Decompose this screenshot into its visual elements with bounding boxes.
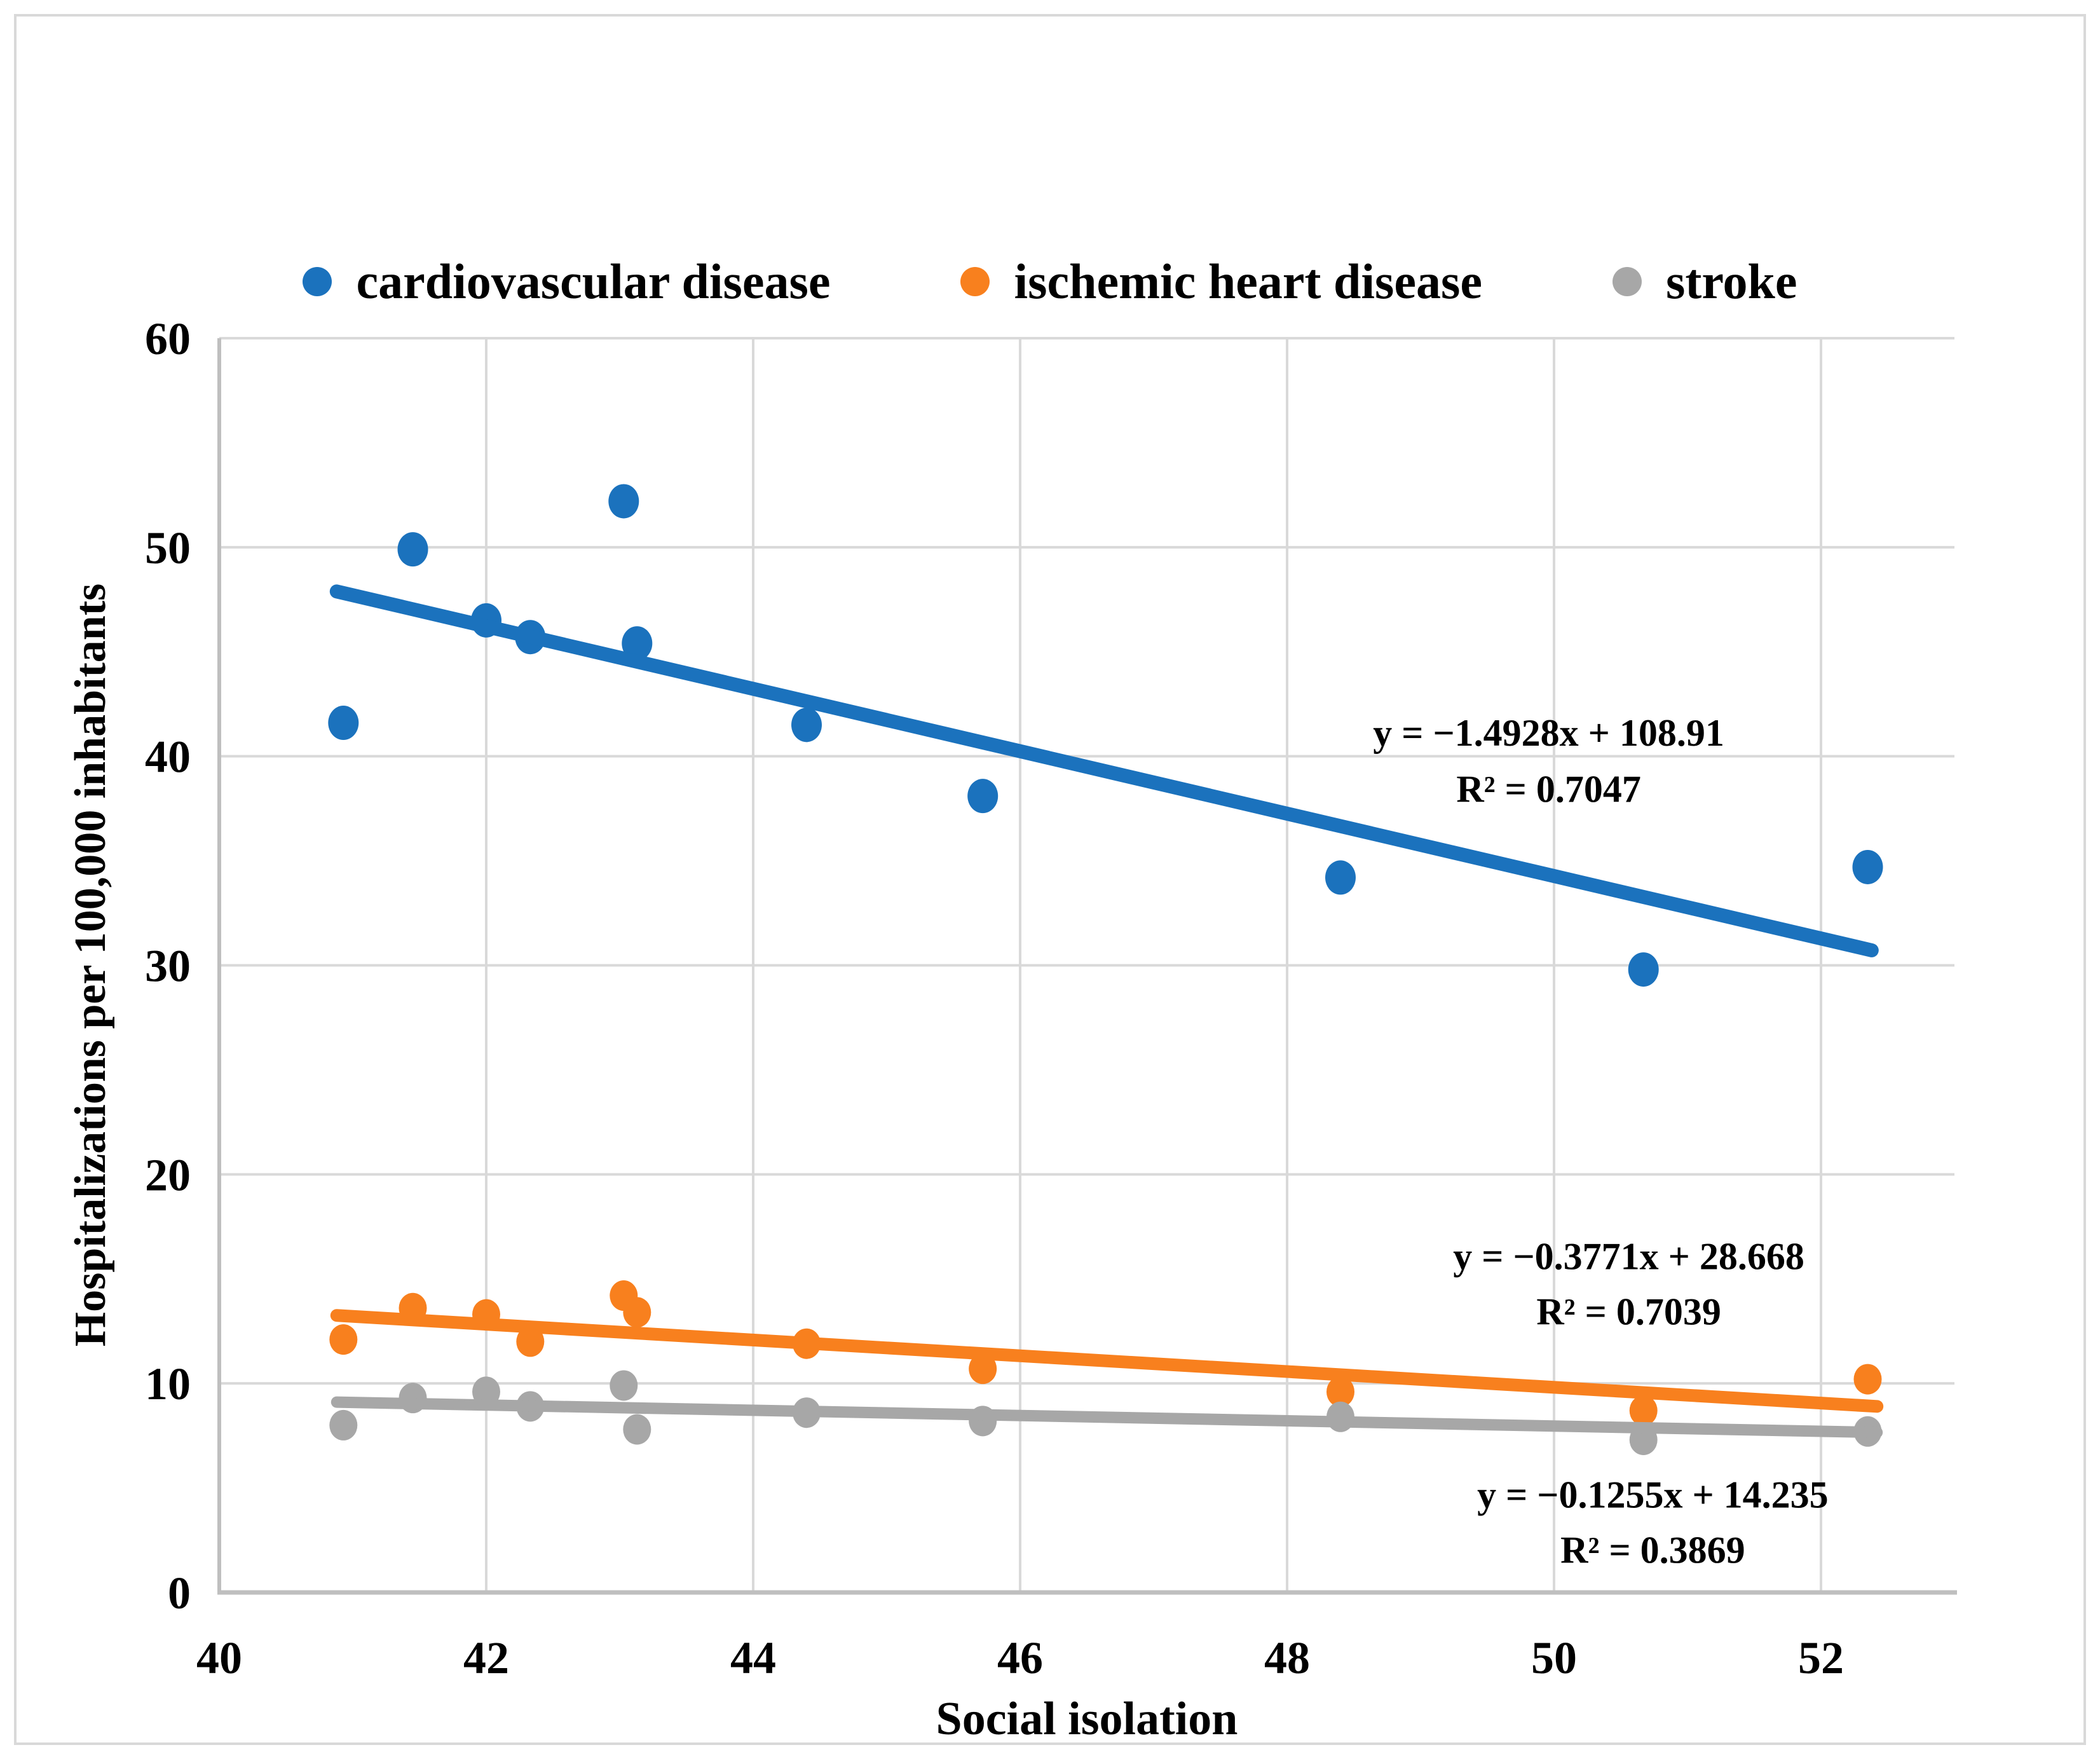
cardiovascular-disease-point-4 [608,484,639,519]
x-tick-label-52: 52 [1798,1632,1844,1683]
x-tick-label-40: 40 [196,1632,242,1683]
cardiovascular-disease-point-6 [791,708,822,743]
cardiovascular-disease-point-5 [622,626,653,661]
legend-item-ischemic-heart-disease: ischemic heart disease [960,253,1482,310]
stroke-equation: y = −0.1255x + 14.235 [1477,1474,1829,1516]
cardiovascular-disease-r-squared: R² = 0.7047 [1456,769,1641,811]
y-tick-label-40: 40 [145,732,191,783]
cardiovascular-disease-equation: y = −1.4928x + 108.91 [1373,712,1724,754]
x-tick-label-46: 46 [997,1632,1043,1683]
cardiovascular-disease-point-9 [1628,952,1659,987]
ischemic-heart-disease-r-squared: R² = 0.7039 [1536,1291,1721,1333]
cardiovascular-disease-point-1 [397,532,428,567]
y-tick-label-0: 0 [168,1568,191,1619]
ischemic-heart-disease-point-9 [1629,1395,1658,1426]
legend-item-stroke: stroke [1612,253,1797,310]
ischemic-heart-disease-point-0 [329,1324,358,1355]
cardiovascular-disease-point-10 [1852,849,1883,884]
ischemic-heart-disease-point-5 [623,1297,651,1328]
ischemic-heart-disease-point-8 [1326,1376,1354,1407]
stroke-r-squared: R² = 0.3869 [1560,1530,1745,1571]
legend-label-cardiovascular-disease: cardiovascular disease [356,254,831,309]
legend-label-ischemic-heart-disease: ischemic heart disease [1014,254,1482,309]
y-tick-label-60: 60 [145,313,191,364]
ischemic-heart-disease-point-10 [1853,1364,1882,1395]
cardiovascular-disease-point-0 [328,706,359,741]
y-tick-label-50: 50 [145,523,191,573]
y-axis-title: Hospitalizations per 100,000 inhabitants [66,583,115,1347]
x-tick-label-44: 44 [730,1632,776,1683]
legend-label-stroke: stroke [1666,254,1797,309]
cardiovascular-disease-point-7 [967,779,999,814]
ischemic-heart-disease-trendline [330,1309,1884,1413]
stroke-point-0 [329,1409,358,1441]
x-tick-label-42: 42 [463,1632,509,1683]
legend: cardiovascular disease ischemic heart di… [0,253,2100,310]
x-tick-label-50: 50 [1531,1632,1577,1683]
y-tick-label-30: 30 [145,941,191,992]
ischemic-heart-disease-point-3 [516,1326,545,1357]
stroke-point-4 [610,1370,638,1401]
legend-item-cardiovascular-disease: cardiovascular disease [303,253,830,310]
legend-marker-ischemic-heart-disease-icon [960,267,990,296]
stroke-point-5 [623,1414,651,1445]
cardiovascular-disease-trendline [329,584,1879,957]
ischemic-heart-disease-point-7 [969,1353,997,1385]
y-tick-label-20: 20 [145,1149,191,1200]
stroke-trendline [331,1396,1883,1439]
x-tick-label-48: 48 [1264,1632,1310,1683]
ischemic-heart-disease-equation: y = −0.3771x + 28.668 [1453,1236,1804,1278]
x-axis-title: Social isolation [936,1693,1238,1745]
y-tick-label-10: 10 [145,1359,191,1409]
legend-marker-cardiovascular-disease-icon [303,267,332,296]
cardiovascular-disease-point-8 [1325,860,1356,895]
legend-marker-stroke-icon [1612,267,1642,296]
